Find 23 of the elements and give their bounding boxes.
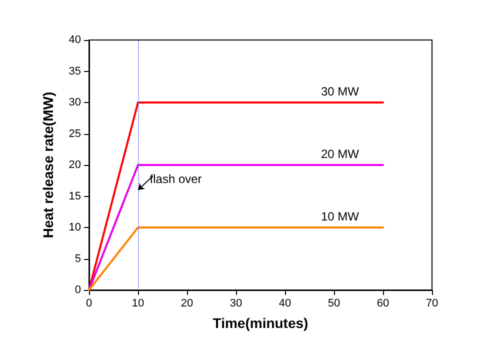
x-tick-label: 70 (426, 298, 438, 310)
y-tick-label: 20 (68, 159, 81, 171)
x-tick-label: 10 (132, 298, 144, 310)
x-tick-label: 40 (278, 298, 292, 310)
y-tick-label: 10 (68, 222, 81, 234)
y-axis-title: Heat release rate(MW) (40, 92, 56, 238)
series-label: 10 MW (320, 210, 360, 224)
x-tick-label: 60 (376, 298, 390, 310)
y-tick-label: 30 (68, 96, 81, 108)
y-tick-label: 40 (68, 34, 81, 46)
x-tick-label: 0 (86, 298, 92, 310)
series-label: 30 MW (320, 84, 360, 98)
x-tick-label: 50 (328, 298, 340, 310)
y-tick-label: 5 (74, 252, 81, 265)
y-tick-label: 35 (68, 65, 81, 78)
annotation: flash over (150, 172, 202, 186)
x-tick-label: 20 (180, 298, 194, 310)
y-tick-label: 15 (68, 190, 81, 202)
series-label: 20 MW (320, 147, 360, 161)
x-axis-title: Time(minutes) (212, 315, 308, 331)
x-tick-label: 30 (230, 298, 242, 310)
y-tick-label: 25 (68, 128, 81, 140)
y-tick-label: 0 (74, 284, 81, 296)
